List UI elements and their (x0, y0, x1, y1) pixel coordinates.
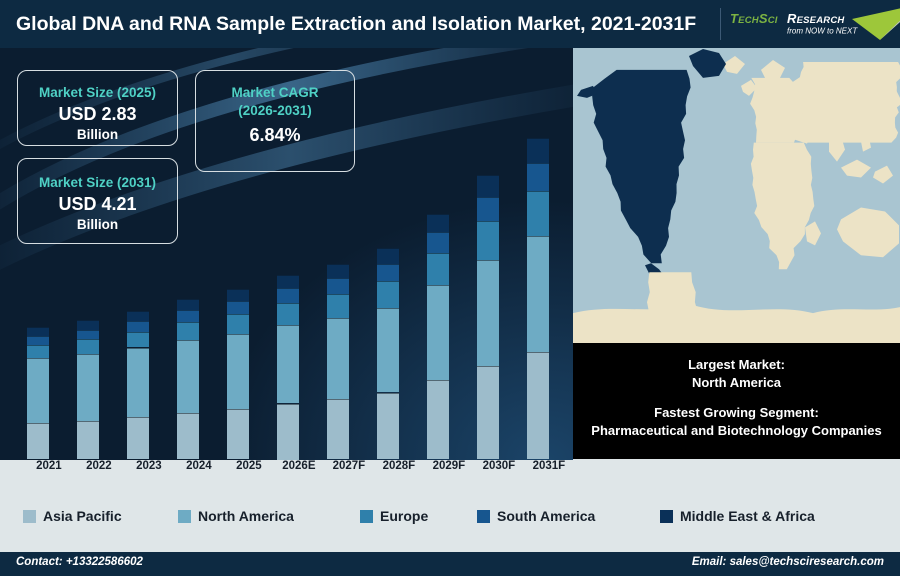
svg-text:from NOW to NEXT: from NOW to NEXT (787, 27, 858, 36)
svg-text:RESEARCH: RESEARCH (787, 11, 845, 26)
svg-text:TECHSCI: TECHSCI (730, 11, 778, 26)
